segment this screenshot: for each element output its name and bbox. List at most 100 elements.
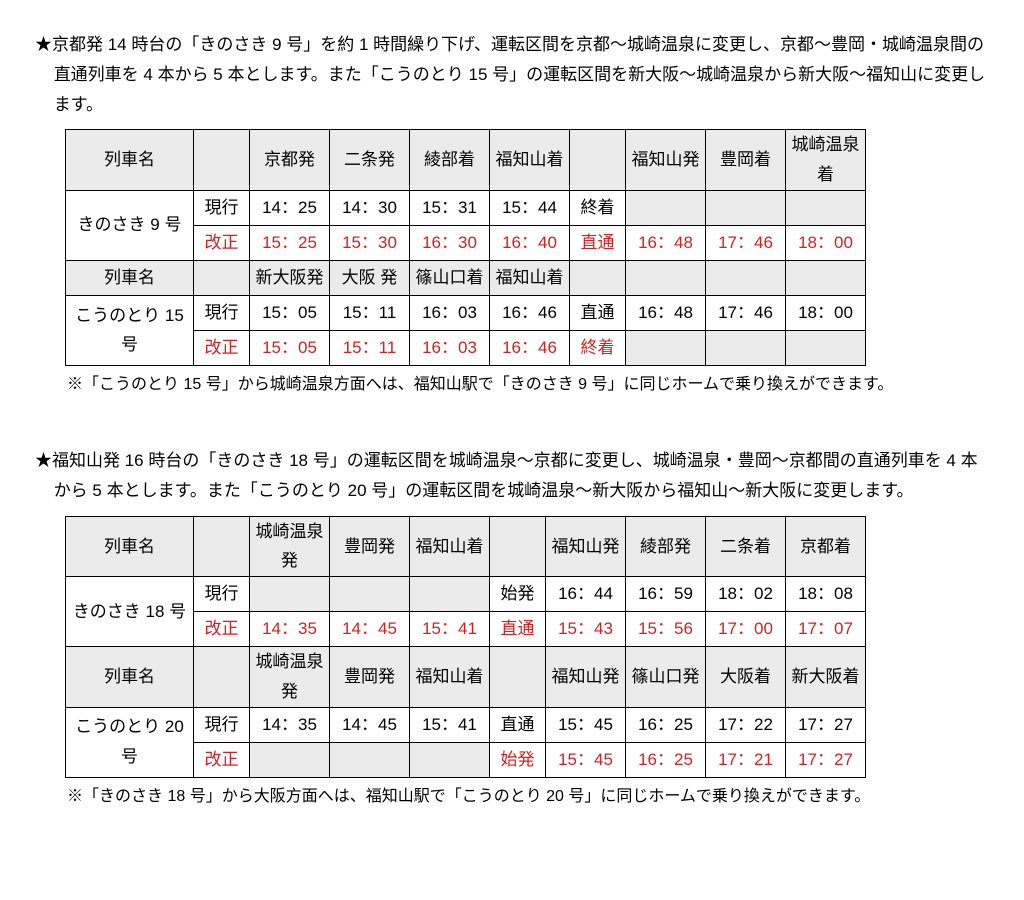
cell <box>786 190 866 225</box>
cell: 16：59 <box>626 577 706 612</box>
col-h: 福知山着 <box>410 647 490 708</box>
timetable-1: 列車名 京都発 二条発 綾部着 福知山着 福知山発 豊岡着 城崎温泉着 きのさき… <box>65 129 866 366</box>
col-h <box>490 516 546 577</box>
table-header-row: 列車名 新大阪発 大阪 発 篠山口着 福知山着 <box>66 260 866 295</box>
col-h: 京都着 <box>786 516 866 577</box>
row-type: 改正 <box>194 612 250 647</box>
col-h <box>786 260 866 295</box>
col-h: 二条着 <box>706 516 786 577</box>
col-h: 城崎温泉発 <box>250 516 330 577</box>
col-h: 福知山発 <box>546 516 626 577</box>
cell: 17：21 <box>706 742 786 777</box>
col-h: 豊岡発 <box>330 516 410 577</box>
cell: 18：02 <box>706 577 786 612</box>
col-h: 豊岡着 <box>706 130 786 191</box>
cell: 16：03 <box>410 295 490 330</box>
section-2-headline: ★福知山発 16 時台の「きのさき 18 号」の運転区間を城崎温泉〜京都に変更し… <box>35 446 989 506</box>
col-h: 篠山口着 <box>410 260 490 295</box>
train-name: きのさき 9 号 <box>66 190 194 260</box>
cell <box>330 742 410 777</box>
table-header-row: 列車名 城崎温泉発 豊岡発 福知山着 福知山発 篠山口発 大阪着 新大阪着 <box>66 647 866 708</box>
col-train-label: 列車名 <box>66 516 194 577</box>
col-h: 福知山着 <box>410 516 490 577</box>
cell: 直通 <box>570 295 626 330</box>
cell: 16：25 <box>626 707 706 742</box>
col-h <box>570 260 626 295</box>
cell: 14：35 <box>250 612 330 647</box>
col-h: 新大阪着 <box>786 647 866 708</box>
section-2: ★福知山発 16 時台の「きのさき 18 号」の運転区間を城崎温泉〜京都に変更し… <box>35 446 989 810</box>
table-row: こうのとり 15 号 現行 15：05 15：11 16：03 16：46 直通… <box>66 295 866 330</box>
col-h <box>570 130 626 191</box>
cell: 17：46 <box>706 295 786 330</box>
row-type: 現行 <box>194 295 250 330</box>
cell: 始発 <box>490 742 546 777</box>
col-train-label: 列車名 <box>66 647 194 708</box>
row-type: 現行 <box>194 190 250 225</box>
col-h: 二条発 <box>330 130 410 191</box>
col-h <box>706 260 786 295</box>
col-h: 福知山発 <box>626 130 706 191</box>
cell: 直通 <box>490 707 546 742</box>
cell <box>410 742 490 777</box>
cell: 15：43 <box>546 612 626 647</box>
table-row: きのさき 18 号 現行 始発 16：44 16：59 18：02 18：08 <box>66 577 866 612</box>
row-type: 改正 <box>194 330 250 365</box>
cell: 15：45 <box>546 707 626 742</box>
cell: 15：25 <box>250 225 330 260</box>
col-h: 綾部発 <box>626 516 706 577</box>
cell: 15：44 <box>490 190 570 225</box>
row-type: 現行 <box>194 577 250 612</box>
cell: 直通 <box>490 612 546 647</box>
col-h: 豊岡発 <box>330 647 410 708</box>
cell: 15：11 <box>330 330 410 365</box>
cell <box>626 330 706 365</box>
cell <box>786 330 866 365</box>
cell: 15：30 <box>330 225 410 260</box>
cell: 15：56 <box>626 612 706 647</box>
cell: 16：25 <box>626 742 706 777</box>
col-h: 京都発 <box>250 130 330 191</box>
col-h: 綾部着 <box>410 130 490 191</box>
cell: 16：48 <box>626 295 706 330</box>
cell <box>706 190 786 225</box>
col-h: 福知山発 <box>546 647 626 708</box>
cell: 16：30 <box>410 225 490 260</box>
cell: 14：45 <box>330 707 410 742</box>
cell <box>330 577 410 612</box>
cell: 18：00 <box>786 225 866 260</box>
cell: 17：00 <box>706 612 786 647</box>
cell: 15：05 <box>250 295 330 330</box>
cell: 18：08 <box>786 577 866 612</box>
cell: 17：27 <box>786 707 866 742</box>
cell: 17：27 <box>786 742 866 777</box>
cell: 16：03 <box>410 330 490 365</box>
cell: 16：44 <box>546 577 626 612</box>
cell: 16：46 <box>490 295 570 330</box>
cell <box>626 190 706 225</box>
row-type: 改正 <box>194 742 250 777</box>
col-h: 新大阪発 <box>250 260 330 295</box>
cell: 18：00 <box>786 295 866 330</box>
section-1: ★京都発 14 時台の「きのさき 9 号」を約 1 時間繰り下げ、運転区間を京都… <box>35 30 989 398</box>
cell: 終着 <box>570 330 626 365</box>
cell: 14：45 <box>330 612 410 647</box>
train-name: きのさき 18 号 <box>66 577 194 647</box>
cell <box>250 742 330 777</box>
col-h: 大阪着 <box>706 647 786 708</box>
col-h: 大阪 発 <box>330 260 410 295</box>
col-h: 城崎温泉着 <box>786 130 866 191</box>
cell: 直通 <box>570 225 626 260</box>
cell: 14：35 <box>250 707 330 742</box>
cell <box>706 330 786 365</box>
section-2-footnote: ※「きのさき 18 号」から大阪方面へは、福知山駅で「こうのとり 20 号」に同… <box>67 784 989 810</box>
cell: 15：31 <box>410 190 490 225</box>
cell: 15：45 <box>546 742 626 777</box>
cell: 17：07 <box>786 612 866 647</box>
cell: 14：30 <box>330 190 410 225</box>
col-blank <box>194 260 250 295</box>
row-type: 現行 <box>194 707 250 742</box>
timetable-2: 列車名 城崎温泉発 豊岡発 福知山着 福知山発 綾部発 二条着 京都着 きのさき… <box>65 516 866 778</box>
train-name: こうのとり 15 号 <box>66 295 194 365</box>
cell: 15：11 <box>330 295 410 330</box>
